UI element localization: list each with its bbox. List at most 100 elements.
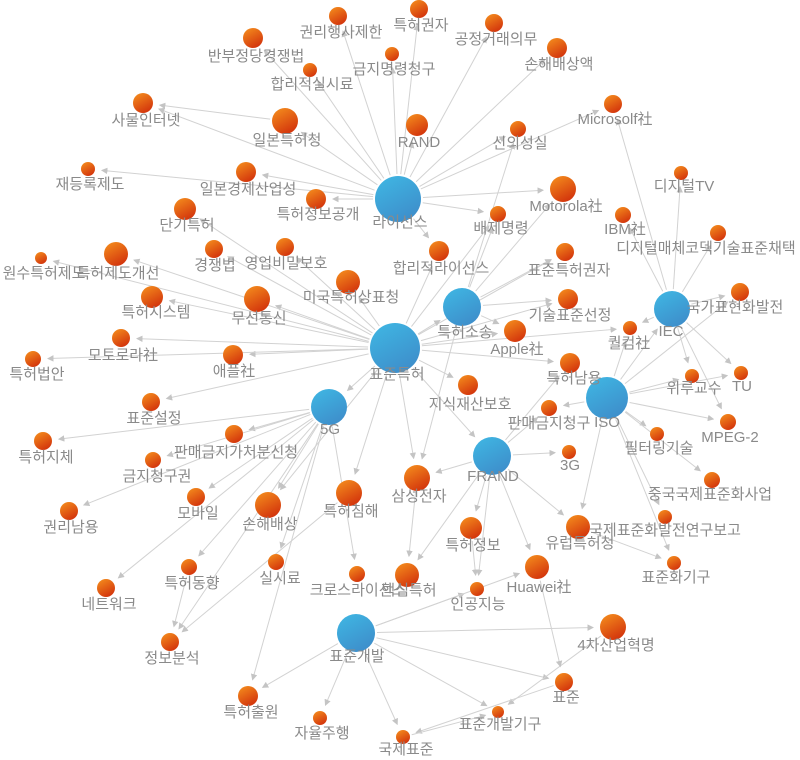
edge	[512, 449, 556, 457]
node-사물인터넷[interactable]	[133, 93, 153, 113]
node-배제명령[interactable]	[490, 206, 506, 222]
node-정보분석[interactable]	[161, 633, 179, 651]
node-애플社[interactable]	[223, 345, 243, 365]
node-미국특허상표청[interactable]	[336, 270, 360, 294]
node-권리남용[interactable]	[60, 502, 78, 520]
node-합리적라이선스[interactable]	[429, 241, 449, 261]
node-IBM社[interactable]	[615, 207, 631, 223]
node-국가표현화발전[interactable]	[731, 283, 749, 301]
node-판매금지청구[interactable]	[541, 400, 557, 416]
node-label-국제표준화발전연구보고: 국제표준화발전연구보고	[589, 522, 741, 539]
node-원수특허제도[interactable]	[35, 252, 47, 264]
node-FRAND[interactable]	[473, 437, 511, 475]
node-표준특허[interactable]	[370, 323, 420, 373]
node-표준개발기구[interactable]	[492, 706, 504, 718]
edge	[505, 375, 560, 441]
node-RAND[interactable]	[406, 114, 428, 136]
node-표준특허권자[interactable]	[556, 243, 574, 261]
node-특허법안[interactable]	[25, 351, 41, 367]
node-표준화기구[interactable]	[667, 556, 681, 570]
node-특허지체[interactable]	[34, 432, 52, 450]
edge	[376, 624, 594, 634]
node-특허시스템[interactable]	[141, 286, 163, 308]
node-표준설정[interactable]	[142, 393, 160, 411]
node-금지청구권[interactable]	[145, 452, 161, 468]
node-인공지능[interactable]	[470, 582, 484, 596]
node-실시료[interactable]	[268, 554, 284, 570]
node-유럽특허청[interactable]	[566, 515, 590, 539]
node-Motorola社[interactable]	[550, 176, 576, 202]
node-필터링기술[interactable]	[650, 427, 664, 441]
node-label-표준화기구: 표준화기구	[641, 569, 710, 586]
node-label-특허출원: 특허출원	[223, 704, 278, 721]
node-Huawei社[interactable]	[525, 555, 549, 579]
edge	[482, 297, 553, 306]
node-국제표준화발전연구보고[interactable]	[658, 510, 672, 524]
node-핵심특허[interactable]	[395, 563, 419, 587]
node-디지털TV[interactable]	[674, 166, 688, 180]
edge	[421, 349, 555, 365]
node-위루교수[interactable]	[685, 369, 699, 383]
node-자율주행[interactable]	[313, 711, 327, 725]
node-3G[interactable]	[562, 445, 576, 459]
node-특허소송[interactable]	[443, 288, 481, 326]
node-단기특허[interactable]	[174, 198, 196, 220]
node-국제표준[interactable]	[396, 730, 410, 744]
node-MPEG-2[interactable]	[720, 414, 736, 430]
node-금지명령청구[interactable]	[385, 47, 399, 61]
node-특허제도개선[interactable]	[104, 242, 128, 266]
edge	[296, 257, 376, 331]
node-라이선스[interactable]	[375, 176, 421, 222]
node-경쟁법[interactable]	[205, 240, 223, 258]
node-label-3G: 3G	[560, 457, 580, 474]
node-모바일[interactable]	[187, 488, 205, 506]
node-공정거래의무[interactable]	[485, 14, 503, 32]
node-특허동향[interactable]	[181, 559, 197, 575]
node-재등록제도[interactable]	[81, 162, 95, 176]
node-영업비밀보호[interactable]	[276, 238, 294, 256]
node-지식재산보호[interactable]	[458, 375, 478, 395]
node-ISO[interactable]	[586, 377, 628, 419]
node-IEC[interactable]	[654, 291, 690, 327]
node-특허침해[interactable]	[336, 480, 362, 506]
node-표준개발[interactable]	[337, 614, 375, 652]
node-합리적실시료[interactable]	[303, 63, 317, 77]
node-특허남용[interactable]	[560, 353, 580, 373]
node-일본특허청[interactable]	[272, 108, 298, 134]
node-판매금지가처분신청[interactable]	[225, 425, 243, 443]
node-특허정보[interactable]	[460, 517, 482, 539]
node-손해배상[interactable]	[255, 492, 281, 518]
edge	[376, 637, 550, 681]
node-표준[interactable]	[555, 673, 573, 691]
node-4차산업혁명[interactable]	[600, 614, 626, 640]
edge	[324, 652, 349, 707]
node-삼성전자[interactable]	[404, 465, 430, 491]
edge	[615, 419, 670, 551]
node-네트워크[interactable]	[97, 579, 115, 597]
edge	[227, 256, 372, 336]
node-Apple社[interactable]	[504, 320, 526, 342]
node-무선통신[interactable]	[244, 286, 270, 312]
node-특허권자[interactable]	[410, 0, 428, 18]
node-label-일본특허청: 일본특허청	[252, 132, 321, 149]
node-퀄컴社[interactable]	[623, 321, 637, 335]
node-일본경제산업성[interactable]	[236, 162, 256, 182]
node-Microsolf社[interactable]	[604, 95, 622, 113]
node-특허출원[interactable]	[238, 686, 258, 706]
node-손해배상액[interactable]	[547, 38, 567, 58]
node-label-합리적실시료: 합리적실시료	[271, 76, 354, 93]
node-권리행사제한[interactable]	[329, 7, 347, 25]
node-특허정보공개[interactable]	[306, 189, 326, 209]
node-신의성실[interactable]	[510, 121, 526, 137]
node-5G[interactable]	[311, 389, 347, 425]
node-label-기술표준선정: 기술표준선정	[529, 307, 612, 324]
node-디지털매체코덱기술표준채택[interactable]	[710, 225, 726, 241]
node-label-특허시스템: 특허시스템	[121, 304, 190, 321]
node-반부정당경쟁법[interactable]	[243, 28, 263, 48]
edge	[417, 320, 441, 335]
node-TU[interactable]	[734, 366, 748, 380]
node-모토로라社[interactable]	[112, 329, 130, 347]
node-기술표준선정[interactable]	[558, 289, 578, 309]
node-크로스라이선스[interactable]	[349, 566, 365, 582]
node-중국국제표준화사업[interactable]	[704, 472, 720, 488]
